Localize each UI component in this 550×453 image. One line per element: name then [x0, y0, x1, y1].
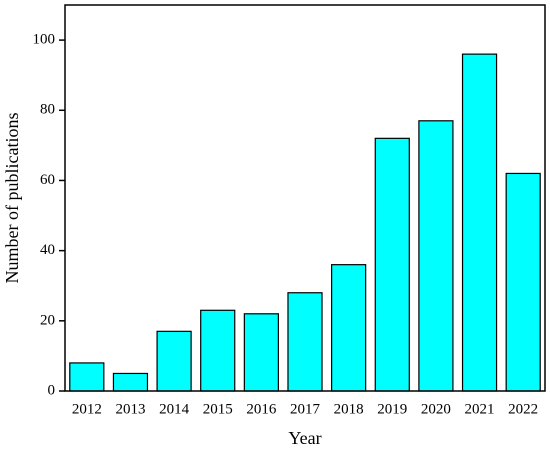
bar — [156, 330, 192, 392]
bar — [287, 292, 323, 392]
y-tick-label: 100 — [33, 32, 56, 48]
y-tick-label: 80 — [40, 102, 55, 118]
x-tick-label: 2020 — [421, 401, 451, 417]
y-tick-label: 0 — [48, 382, 56, 398]
x-tick-label: 2014 — [159, 401, 190, 417]
bar — [505, 172, 541, 392]
bar — [461, 53, 498, 392]
y-tick-label: 40 — [40, 242, 55, 258]
x-tick-label: 2019 — [377, 401, 407, 417]
x-tick-label: 2021 — [465, 401, 495, 417]
x-tick-label: 2022 — [508, 401, 538, 417]
y-tick-label: 20 — [40, 312, 55, 328]
bar — [374, 137, 410, 392]
x-tick-label: 2015 — [203, 401, 233, 417]
x-tick-label: 2016 — [246, 401, 277, 417]
bar — [243, 313, 279, 392]
bar — [112, 372, 149, 392]
x-tick-label: 2018 — [334, 401, 364, 417]
bar — [331, 264, 367, 392]
y-axis-label: Number of publications — [2, 113, 22, 284]
bar — [69, 362, 105, 392]
plot-frame — [64, 4, 546, 392]
x-axis-label: Year — [288, 428, 321, 448]
bar — [418, 120, 454, 392]
bar — [200, 309, 236, 392]
x-tick-label: 2012 — [72, 401, 102, 417]
x-tick-label: 2013 — [115, 401, 145, 417]
y-tick-label: 60 — [40, 172, 55, 188]
x-tick-label: 2017 — [290, 401, 321, 417]
